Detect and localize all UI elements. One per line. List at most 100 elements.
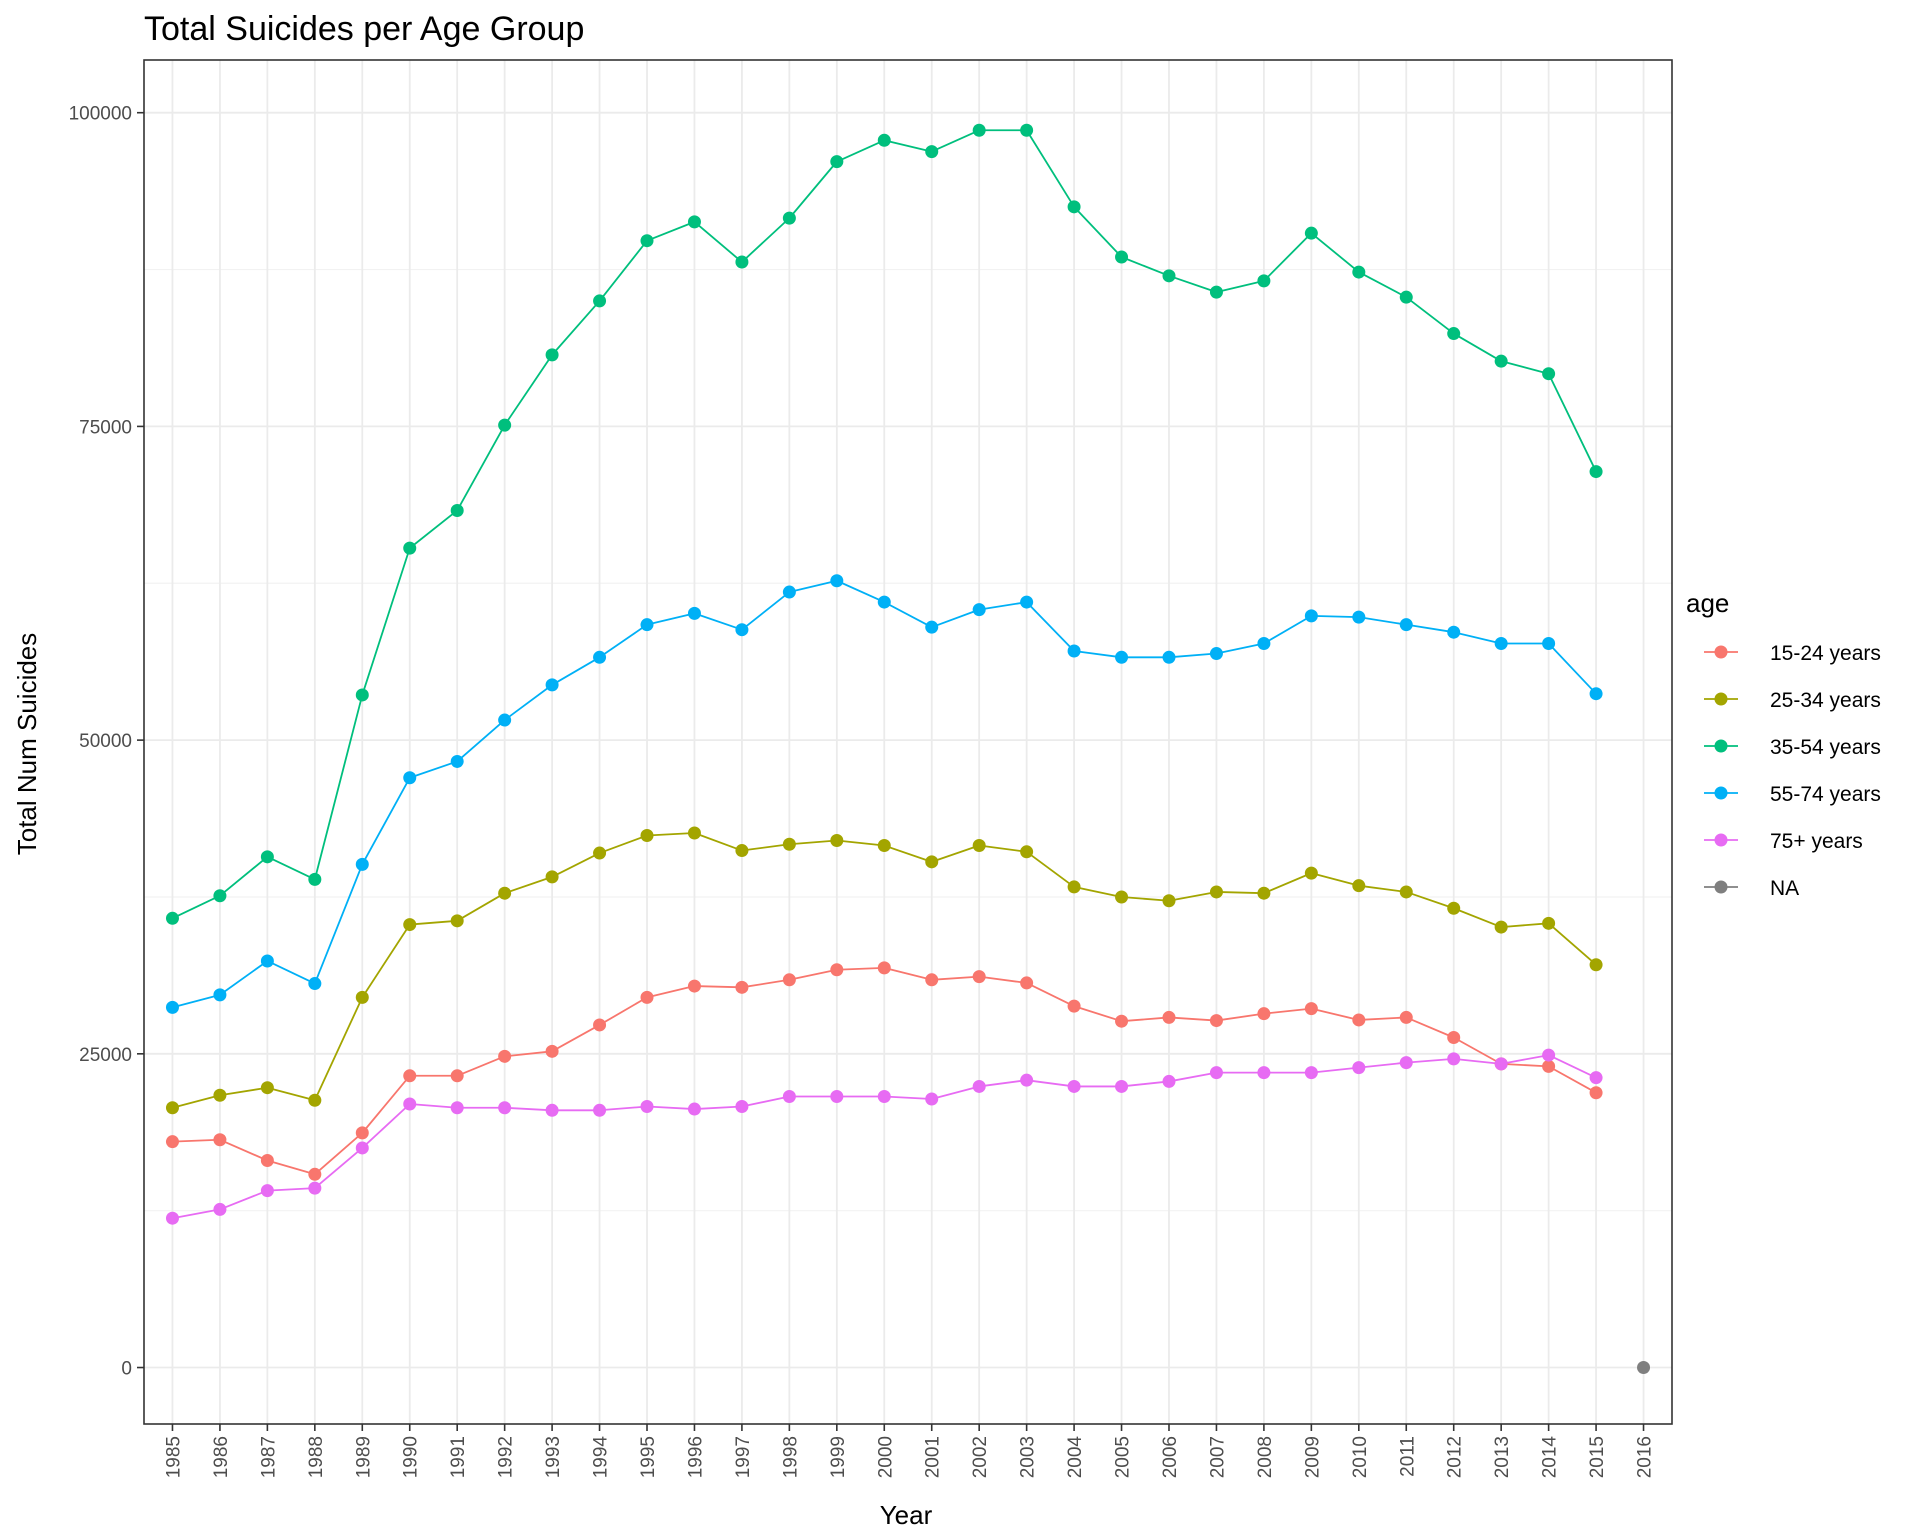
legend-label: 75+ years [1770, 830, 1863, 853]
data-point [593, 1103, 607, 1117]
data-point [213, 1088, 227, 1102]
legend: age 15-24 years 25-34 years 35-54 years 55-… [1686, 588, 1881, 900]
data-point [1067, 1079, 1081, 1093]
data-point [1209, 885, 1223, 899]
data-point [640, 618, 654, 632]
x-tick-label: 2000 [875, 1436, 896, 1478]
data-point [213, 889, 227, 903]
data-point [972, 603, 986, 617]
data-point [972, 1079, 986, 1093]
data-point [735, 1100, 749, 1114]
data-point [1494, 636, 1508, 650]
data-point [1257, 886, 1271, 900]
data-point [260, 1153, 274, 1167]
plot-area: 0 25000 50000 75000 100000 1985 1986 1987 1988 19… [69, 59, 1673, 1479]
data-point [1115, 1014, 1129, 1028]
data-point [545, 348, 559, 362]
legend-marker [1714, 739, 1728, 753]
x-tick-label: 1999 [828, 1436, 849, 1478]
data-point [1447, 1031, 1461, 1045]
data-point [1304, 609, 1318, 623]
data-point [925, 620, 939, 634]
data-point [1257, 274, 1271, 288]
legend-marker [1714, 645, 1728, 659]
x-tick-label: 1987 [258, 1436, 279, 1478]
data-point [830, 963, 844, 977]
legend-marker [1714, 880, 1728, 894]
x-tick-label: 2010 [1350, 1436, 1371, 1478]
data-point [1589, 1071, 1603, 1085]
x-tick-label: 1996 [685, 1436, 706, 1478]
x-tick-label: 2003 [1018, 1436, 1039, 1478]
data-point [687, 606, 701, 620]
data-point [1542, 1059, 1556, 1073]
data-point [1589, 1086, 1603, 1100]
data-point [1542, 1048, 1556, 1062]
data-point [1447, 327, 1461, 341]
x-axis-title: Year [880, 1500, 933, 1530]
data-point [687, 979, 701, 993]
data-point [498, 886, 512, 900]
x-tick-label: 2007 [1207, 1436, 1228, 1478]
data-point [972, 839, 986, 853]
data-point [1542, 367, 1556, 381]
data-point [498, 1101, 512, 1115]
data-point [687, 826, 701, 840]
data-point [1637, 1361, 1651, 1375]
data-point [687, 215, 701, 229]
legend-label: 35-54 years [1770, 736, 1881, 759]
data-point [1020, 845, 1034, 859]
data-point [782, 1089, 796, 1103]
data-point [1494, 1057, 1508, 1071]
data-point [1542, 636, 1556, 650]
data-point [877, 839, 891, 853]
data-point [1115, 250, 1129, 264]
data-point [165, 1101, 179, 1115]
data-point [1257, 1007, 1271, 1021]
x-tick-label: 2001 [923, 1436, 944, 1478]
data-point [165, 1211, 179, 1225]
data-point [1115, 650, 1129, 664]
data-point [1352, 1061, 1366, 1075]
data-point [1209, 1066, 1223, 1080]
data-point [640, 1100, 654, 1114]
data-point [450, 914, 464, 928]
data-point [1399, 290, 1413, 304]
data-point [308, 1093, 322, 1107]
x-tick-label: 1990 [401, 1436, 422, 1478]
data-point [545, 870, 559, 884]
data-point [1115, 890, 1129, 904]
data-point [972, 970, 986, 984]
data-point [593, 846, 607, 860]
data-point [355, 1141, 369, 1155]
x-tick-label: 1985 [163, 1436, 184, 1478]
data-point [213, 1202, 227, 1216]
x-tick-label: 2006 [1160, 1436, 1181, 1478]
data-point [498, 1049, 512, 1063]
y-tick-label: 75000 [79, 417, 132, 438]
data-point [1589, 687, 1603, 701]
legend-label: 55-74 years [1770, 783, 1881, 806]
data-point [1589, 465, 1603, 479]
data-point [545, 1103, 559, 1117]
data-point [545, 678, 559, 692]
data-point [1162, 650, 1176, 664]
data-point [1067, 200, 1081, 214]
data-point [545, 1044, 559, 1058]
x-tick-label: 1991 [448, 1436, 469, 1478]
x-tick-label: 2014 [1540, 1436, 1561, 1479]
data-point [782, 837, 796, 851]
data-point [1352, 1013, 1366, 1027]
x-tick-label: 2011 [1397, 1436, 1418, 1477]
data-point [450, 1101, 464, 1115]
y-tick-label: 0 [121, 1359, 132, 1380]
data-point [165, 1000, 179, 1014]
y-tick-label: 25000 [79, 1045, 132, 1066]
data-point [260, 954, 274, 968]
y-axis-title: Total Num Suicides [12, 633, 42, 856]
panel-background [144, 60, 1672, 1424]
data-point [1162, 269, 1176, 283]
x-tick-label: 2008 [1255, 1436, 1276, 1478]
x-tick-label: 1995 [638, 1436, 659, 1478]
